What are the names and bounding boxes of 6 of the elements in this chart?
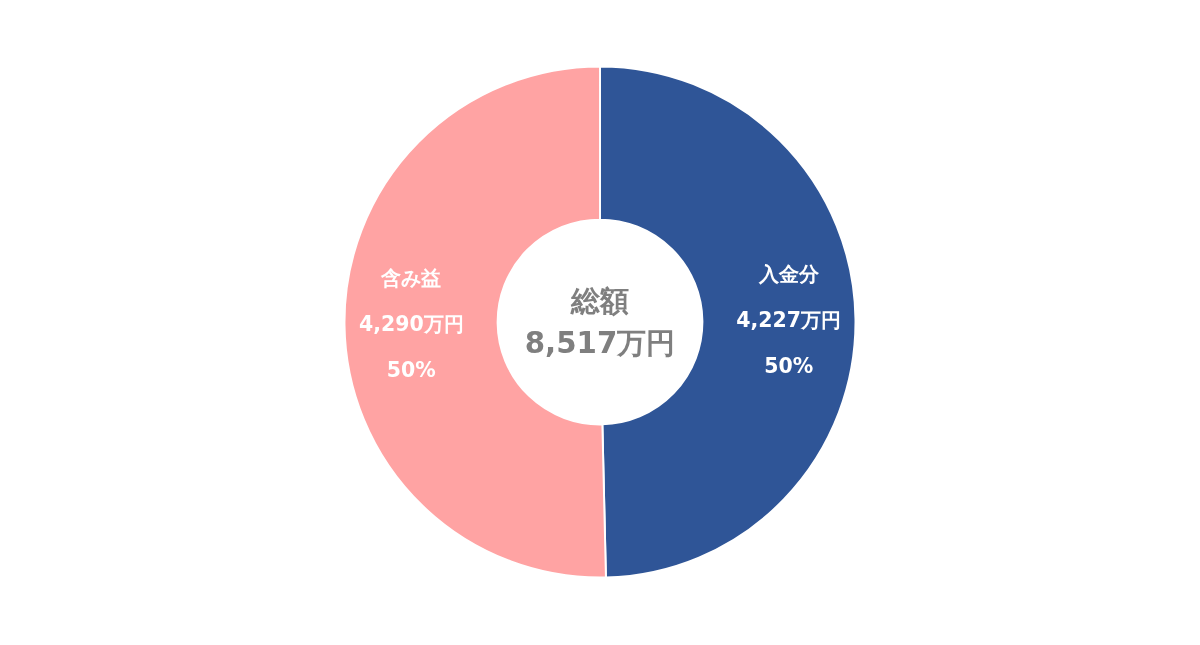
slice-label: 含み益 (380, 266, 442, 291)
text: 8,517万円 (524, 326, 676, 361)
data-label: 4,227万円 50% (736, 307, 842, 378)
text: 総額 (570, 283, 629, 318)
slice-label: 入金分 (757, 261, 820, 286)
data-label: 4,290万円 50% (358, 312, 464, 383)
